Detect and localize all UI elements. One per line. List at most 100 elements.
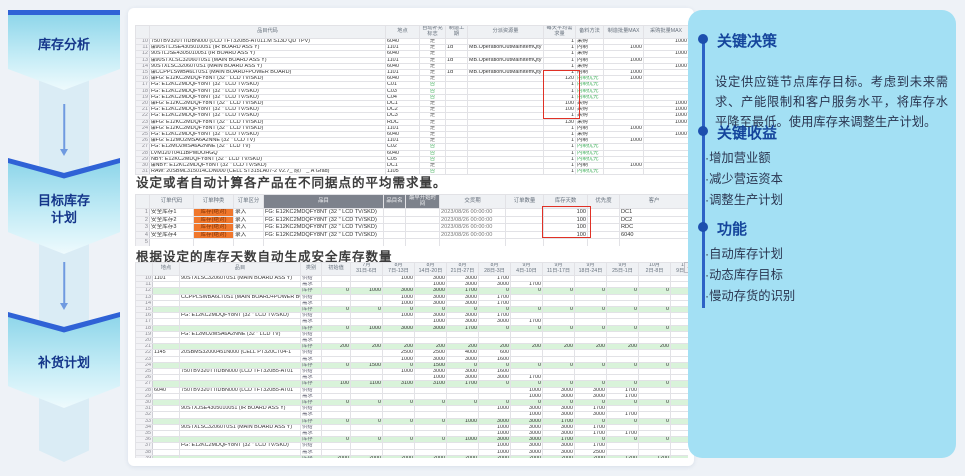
cell [587,238,620,246]
table-row: 22 1145 20SBMS32000451N000 (CELL PT320CT04… [135,349,688,357]
cell [233,238,264,246]
table-row: 32 需求 1000 3000 3000 1700 [135,411,688,419]
cell [587,223,620,232]
table-row: 10 750TBV320TTIDBN000 (LCD TFT320B5-AT011… [135,37,688,46]
table-row: 26 需求 1000 3000 3000 1700 [135,374,688,382]
table-row: 13 CCPPLSWBA6LT0S1 (MAIN BOARD+POWER BOA 供… [135,293,688,301]
cell: 2000 [478,454,511,458]
cell: 类别 [300,262,322,276]
cell [643,81,688,89]
cell: 1200 [606,454,639,458]
cell: 采购批量MAX [643,25,688,39]
table-row: 39库存200020002000200020002000200020002000… [135,454,688,458]
cell: 2000 [510,454,543,458]
cell: 库存(绝对) [193,223,234,232]
table-row: 10 1101 90STXLSC32060T0S1 (MAIN BOARD ASS … [135,274,688,283]
cell [670,405,688,413]
item-settings-table: 品目代码 地点 自动补充标志 制造工期 分派资源量 每天平均需求量 备料方法 制造批量MAX 采… [135,25,688,175]
cell [670,299,688,308]
cell: 库存天数 [543,194,588,209]
table-row: 25 750TBV320TTIDBN000 (LCD TFT320B5-AT01 供… [135,368,688,376]
timeline-line [702,36,705,308]
list-item: ·自动库存计划 [705,247,783,261]
cell: 1200 [670,454,688,458]
table-row: 4 安全库存4 库存(绝对) 录入 FG: E12KC2MDQFY8NT (32 " L… [135,230,688,239]
cell [405,230,440,239]
cell: 10月 2日-8日 [638,262,671,276]
safety-stock-orders-table-wrap: 订单代码 订单种类 订单区分 品目 品目名 最早开始时间 交货期 订单数量 库存天数 优先度 客户 … [135,194,688,246]
cell: 1 [135,208,150,217]
list-item: ·慢动存货的识别 [705,289,796,303]
cell [670,349,688,357]
cell: 录入 [233,230,264,239]
caption-safety-stock: 根据设定的库存天数自动生成安全库存数量 [136,250,393,264]
cell: 品目名 [383,194,406,209]
cell: 品目 [263,194,384,209]
table-row: 15 ⊞CCPPLSWBA6LT0S1 (MAIN BOARD+POWER BOA… [135,68,688,77]
list-item: ·调整生产计划 [705,193,783,207]
cell: 200 [670,343,688,351]
table-row: 38 需求 1000 3000 3000 2500 [135,448,688,456]
cell: 9月 18日-24日 [574,262,607,276]
table-row: 22 FG: E12KC2MDQFY8NT (32 " LCD TV/SKD) DC… [135,112,688,120]
cell [643,87,688,95]
table-row: 15库存000000000000 [135,305,688,314]
cell: 6040 [619,230,688,239]
table-row: 33库存000010003000300017000000 [135,417,688,425]
table-row: 29 NBY: E12KC2MDQFY8NT (32 " LCD TV/SKD) C… [135,155,688,164]
cell [670,392,688,401]
table-row: 26 ⊞FG: E12MO2MSA6A2NNE (32 " LCD TV) 1101… [135,137,688,145]
cell: 1200 [638,454,671,458]
cell: 4 [135,230,150,239]
cell: 100 [543,208,588,217]
cell [405,223,440,232]
list-item: ·动态库存目标 [705,268,783,282]
cell [670,374,688,382]
table-row: 14 需求 1000 3000 3000 1700 [135,299,688,308]
cell: 2000 [382,454,415,458]
cell: 2000 [542,454,575,458]
cell: 9月 11日-17日 [542,262,575,276]
cell [263,238,384,246]
cell: 2023/08/26 00:00:00 [439,230,506,239]
cell: 库存 [300,454,322,458]
cell [670,386,688,394]
cell: DC1 [619,208,688,217]
cell: 订单种类 [193,194,234,209]
cell: 1000 [643,100,688,108]
cell [193,238,234,246]
table-row: 31 90STXJSE4305010051 (IR BOARD ASS Y) 供给 1… [135,405,688,413]
list-item: ·减少营运资本 [705,172,783,186]
table-header: 地点 品目 类别 初始值 7月 31日-6日 8月 7日-13日 8月 14日-20日 8月 21日-… [135,262,688,276]
cell [670,448,688,456]
cell [587,230,620,239]
cell: MB.OperationOutMainItemQty [467,68,544,77]
section-title: 关键决策 [717,33,778,50]
cell: 库存(绝对) [193,230,234,239]
cell: 8月 21日-27日 [446,262,479,276]
cell [670,355,688,363]
cell: 100 [543,230,588,239]
cell: 2000 [574,454,607,458]
cell: FG: E12KC2MDQFY8NT (32 " LCD TV/SKD) [179,442,301,450]
cell [670,430,688,438]
cell [135,194,150,209]
cell: 制造批量MAX [603,25,644,39]
cell: 3 [135,223,150,232]
table-row: 16 ⊞FG: E12KC2MDQFY8NT (32 " LCD TV/SKD) 6… [135,75,688,83]
cell: 客户 [619,194,688,209]
flow-step-replenishment-plan: 补货计划 [8,312,120,408]
cell: 库存(绝对) [193,215,234,224]
cell [670,274,688,283]
cell [587,215,620,224]
bullet-dot-icon [698,34,708,44]
cell: 订单数量 [505,194,544,209]
cell [643,68,688,77]
cell: 5 [135,238,150,246]
cell: 90STXLSC32060T0S1 (MAIN BOARD ASS Y) [179,274,301,283]
cell: 优先度 [587,194,620,209]
cell: 安全库存1 [149,208,194,217]
cell: 录入 [233,223,264,232]
cell: 8月 7日-13日 [382,262,415,276]
table-row: 27库存10011003100310017000000000 [135,380,688,388]
